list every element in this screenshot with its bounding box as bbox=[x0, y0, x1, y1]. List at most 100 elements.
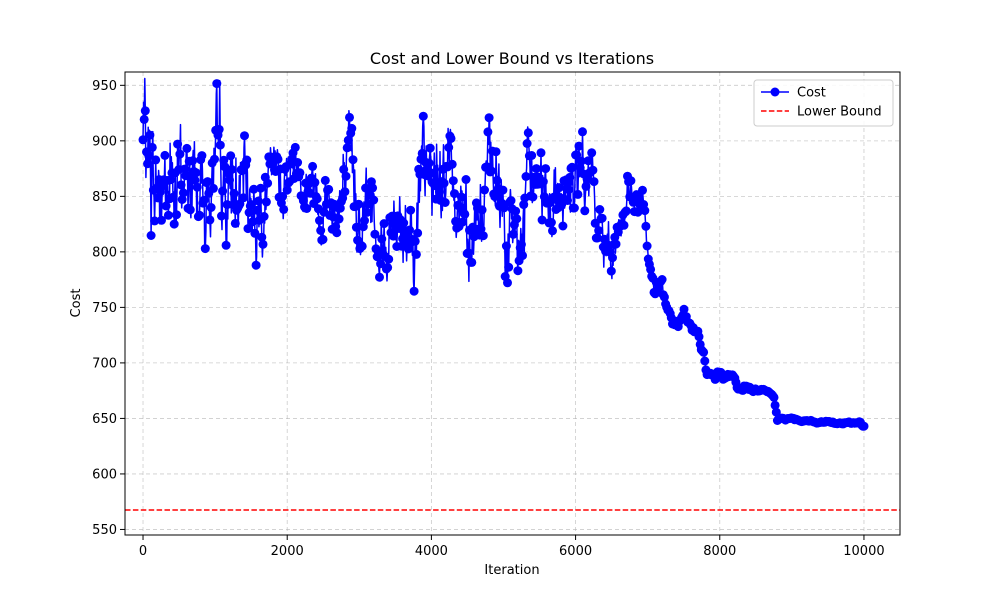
cost-marker bbox=[347, 123, 357, 133]
cost-marker bbox=[597, 213, 607, 223]
cost-marker bbox=[384, 254, 394, 264]
x-axis-label: Iteration bbox=[484, 563, 539, 578]
cost-marker bbox=[348, 155, 358, 165]
legend-lower-bound-label: Lower Bound bbox=[797, 105, 882, 120]
cost-marker bbox=[212, 79, 222, 89]
cost-marker bbox=[538, 177, 548, 187]
cost-marker bbox=[199, 195, 209, 205]
cost-marker bbox=[197, 151, 207, 161]
cost-marker bbox=[258, 239, 268, 249]
cost-marker bbox=[339, 164, 349, 174]
cost-marker bbox=[580, 206, 590, 216]
cost-marker bbox=[490, 192, 500, 202]
cost-marker bbox=[150, 216, 160, 226]
cost-marker bbox=[486, 166, 496, 176]
cost-marker bbox=[569, 203, 579, 213]
cost-marker bbox=[251, 260, 261, 270]
cost-marker bbox=[173, 139, 183, 149]
cost-marker bbox=[578, 127, 587, 137]
cost-marker bbox=[351, 222, 361, 232]
cost-marker bbox=[146, 231, 156, 240]
cost-marker bbox=[447, 159, 457, 169]
cost-marker bbox=[574, 141, 584, 151]
cost-marker bbox=[536, 148, 546, 158]
cost-marker bbox=[192, 182, 202, 192]
cost-marker bbox=[424, 158, 434, 168]
cost-marker bbox=[243, 224, 253, 234]
cost-marker bbox=[312, 194, 322, 204]
cost-marker bbox=[379, 219, 389, 229]
cost-marker bbox=[227, 165, 237, 174]
cost-marker bbox=[512, 214, 522, 224]
cost-marker bbox=[506, 196, 516, 206]
cost-marker bbox=[406, 205, 416, 215]
cost-marker bbox=[217, 211, 226, 221]
cost-marker bbox=[295, 168, 305, 178]
cost-marker bbox=[694, 332, 704, 342]
cost-marker bbox=[343, 135, 353, 145]
cost-marker bbox=[418, 111, 428, 121]
cost-marker bbox=[279, 204, 289, 214]
grid-lines bbox=[125, 72, 900, 535]
cost-marker bbox=[140, 106, 150, 116]
cost-marker bbox=[225, 175, 234, 185]
cost-marker bbox=[368, 183, 378, 193]
cost-marker bbox=[518, 251, 527, 261]
cost-marker bbox=[564, 185, 574, 195]
cost-marker bbox=[163, 210, 173, 220]
cost-marker bbox=[362, 207, 372, 217]
cost-marker bbox=[178, 188, 188, 198]
cost-marker bbox=[342, 143, 352, 153]
cost-marker bbox=[161, 201, 171, 211]
cost-marker bbox=[633, 207, 643, 217]
cost-marker bbox=[769, 392, 779, 402]
cost-marker bbox=[546, 218, 556, 227]
cost-marker bbox=[388, 231, 398, 241]
y-tick-label: 700 bbox=[92, 356, 117, 371]
legend-cost-label: Cost bbox=[797, 86, 826, 101]
cost-marker bbox=[200, 244, 210, 254]
cost-marker bbox=[185, 205, 195, 215]
cost-marker bbox=[369, 195, 379, 205]
cost-marker bbox=[151, 155, 161, 165]
cost-marker bbox=[626, 176, 636, 186]
cost-marker bbox=[335, 203, 345, 213]
cost-marker bbox=[248, 217, 258, 227]
cost-marker bbox=[230, 218, 240, 228]
cost-marker bbox=[205, 215, 215, 225]
axis-ticks: 0 2000 4000 6000 8000 10000 550 600 650 700 750 800… bbox=[92, 79, 884, 559]
cost-marker bbox=[334, 214, 344, 224]
cost-marker bbox=[621, 206, 631, 216]
y-tick-label: 800 bbox=[92, 245, 117, 260]
cost-marker bbox=[259, 212, 269, 221]
cost-marker bbox=[206, 203, 216, 212]
cost-marker bbox=[273, 154, 283, 164]
cost-marker bbox=[522, 139, 532, 148]
cost-marker bbox=[440, 198, 450, 207]
cost-marker bbox=[293, 158, 303, 167]
cost-marker bbox=[215, 140, 225, 150]
cost-marker bbox=[537, 215, 547, 225]
cost-series-markers bbox=[138, 79, 869, 431]
cost-marker bbox=[147, 142, 157, 152]
cost-marker bbox=[516, 240, 526, 249]
cost-marker bbox=[308, 161, 318, 171]
cost-marker bbox=[641, 221, 651, 231]
cost-marker bbox=[528, 192, 538, 202]
cost-marker bbox=[581, 181, 591, 191]
cost-marker bbox=[594, 226, 604, 236]
cost-marker bbox=[699, 347, 709, 357]
cost-marker bbox=[175, 149, 185, 159]
y-tick-label: 650 bbox=[92, 412, 117, 427]
cost-marker bbox=[611, 239, 621, 249]
y-tick-label: 750 bbox=[92, 301, 117, 316]
cost-marker bbox=[558, 221, 568, 231]
cost-marker bbox=[638, 185, 647, 195]
cost-marker bbox=[425, 143, 435, 153]
cost-marker bbox=[417, 148, 427, 158]
cost-marker bbox=[467, 257, 477, 267]
cost-marker bbox=[501, 241, 511, 251]
cost-marker bbox=[340, 187, 350, 197]
cost-marker bbox=[403, 244, 413, 254]
cost-marker bbox=[221, 240, 231, 250]
